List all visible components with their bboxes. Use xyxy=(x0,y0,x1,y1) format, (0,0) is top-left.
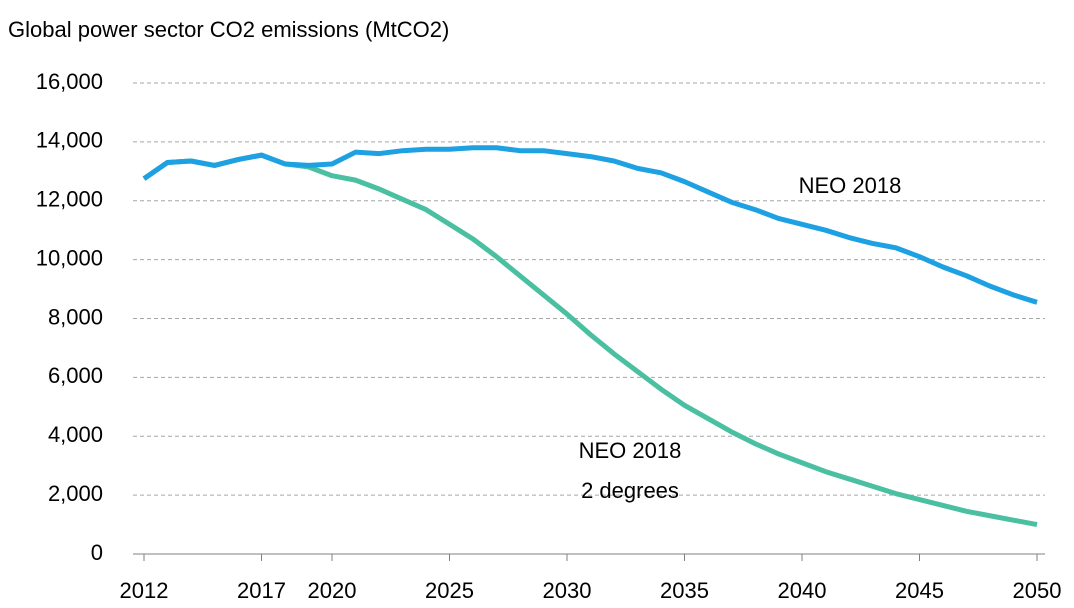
x-tick-label: 2040 xyxy=(778,578,827,603)
y-tick-label: 8,000 xyxy=(48,304,103,329)
x-tick-label: 2045 xyxy=(895,578,944,603)
x-tick-label: 2012 xyxy=(120,578,169,603)
y-tick-label: 6,000 xyxy=(48,363,103,388)
series-label: NEO 2018 xyxy=(799,173,902,198)
x-tick-label: 2050 xyxy=(1013,578,1062,603)
y-tick-label: 16,000 xyxy=(36,69,103,94)
series-label: 2 degrees xyxy=(581,478,679,503)
x-tick-label: 2025 xyxy=(425,578,474,603)
series-label: NEO 2018 xyxy=(579,438,682,463)
y-tick-label: 2,000 xyxy=(48,481,103,506)
x-tick-label: 2030 xyxy=(543,578,592,603)
x-tick-label: 2017 xyxy=(237,578,286,603)
chart-title: Global power sector CO2 emissions (MtCO2… xyxy=(8,17,449,42)
y-tick-label: 12,000 xyxy=(36,187,103,212)
series-line xyxy=(142,145,1038,305)
x-tick-label: 2020 xyxy=(308,578,357,603)
y-tick-label: 0 xyxy=(91,540,103,565)
y-tick-label: 10,000 xyxy=(36,245,103,270)
y-tick-label: 14,000 xyxy=(36,128,103,153)
series-line xyxy=(142,152,1038,528)
x-tick-label: 2035 xyxy=(660,578,709,603)
y-tick-label: 4,000 xyxy=(48,422,103,447)
